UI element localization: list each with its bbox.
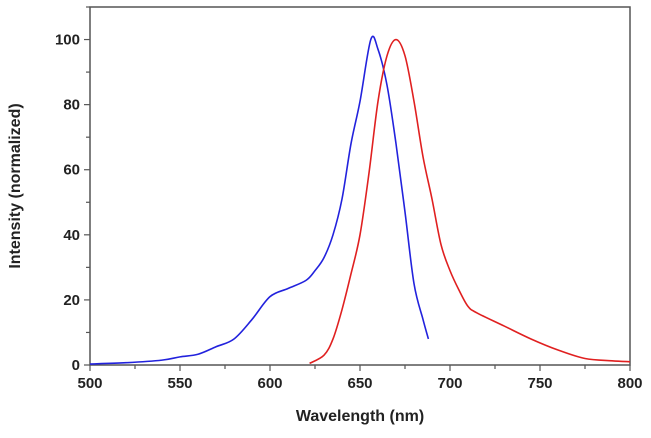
x-tick-label: 750 <box>527 375 552 392</box>
y-tick-label: 60 <box>63 162 80 179</box>
y-tick-label: 40 <box>63 227 80 244</box>
x-tick-label: 650 <box>347 375 372 392</box>
y-tick-label: 80 <box>63 97 80 114</box>
x-tick-label: 500 <box>77 375 102 392</box>
x-tick-label: 700 <box>437 375 462 392</box>
plot-frame <box>89 6 631 366</box>
emission-line <box>309 38 631 365</box>
x-axis-label: Wavelength (nm) <box>296 408 424 425</box>
x-tick-label: 550 <box>167 375 192 392</box>
y-tick-label: 0 <box>72 357 80 374</box>
x-tick-label: 600 <box>257 375 282 392</box>
y-tick-label: 100 <box>55 32 80 49</box>
x-tick-label: 800 <box>617 375 642 392</box>
y-axis-label: Intensity (normalized) <box>7 103 24 268</box>
excitation-line <box>89 35 430 365</box>
y-tick-label: 20 <box>63 292 80 309</box>
